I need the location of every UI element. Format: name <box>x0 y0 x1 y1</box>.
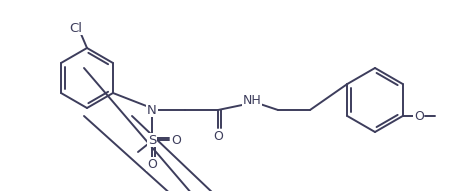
Text: O: O <box>171 134 181 146</box>
Text: O: O <box>213 129 223 142</box>
Text: NH: NH <box>243 94 261 107</box>
Text: N: N <box>147 104 157 117</box>
Text: S: S <box>148 134 156 146</box>
Text: O: O <box>414 109 423 122</box>
Text: Cl: Cl <box>70 22 82 35</box>
Text: O: O <box>147 158 157 171</box>
